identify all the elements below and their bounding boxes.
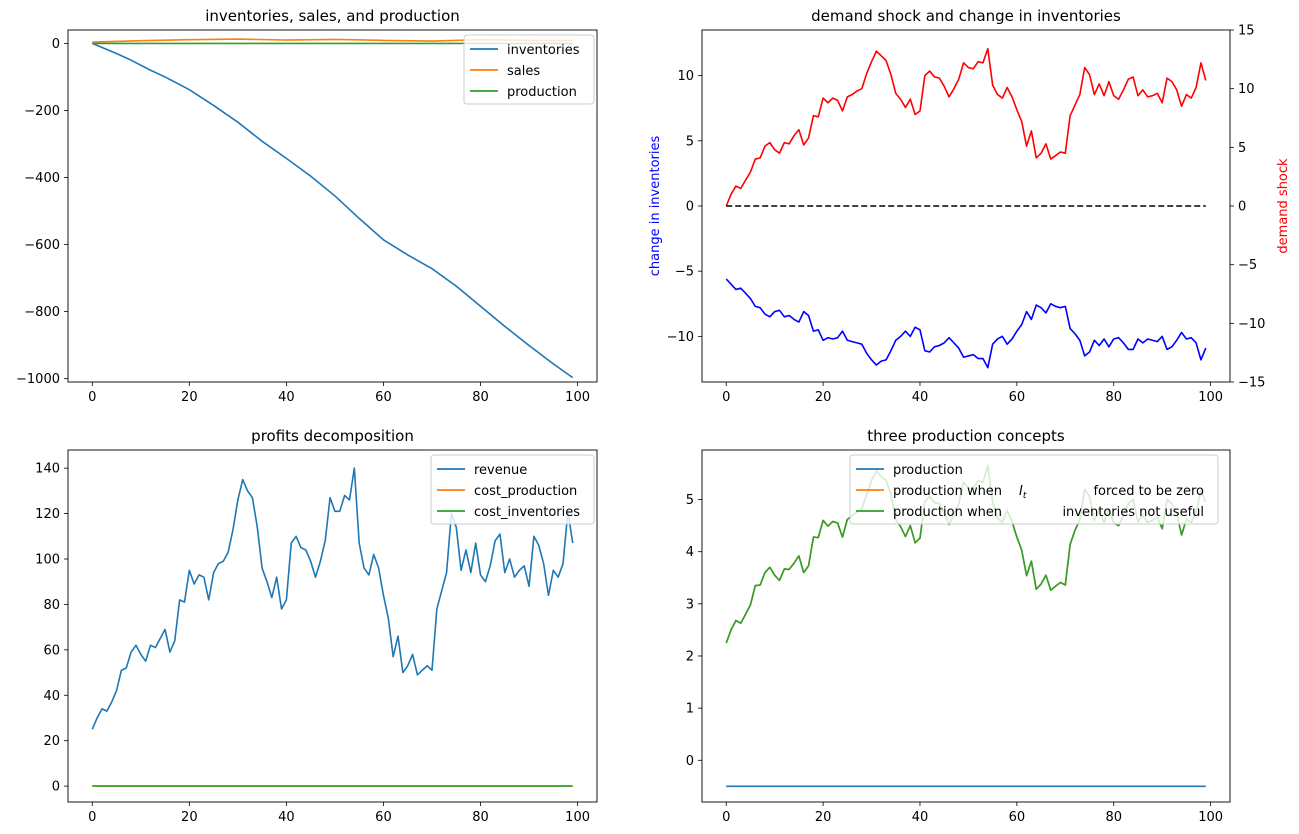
legend-box <box>849 454 1219 525</box>
x-tick-label: 60 <box>375 390 392 405</box>
y-tick-label: 3 <box>686 597 694 612</box>
y-tick-label: −400 <box>24 171 60 186</box>
x-tick-label: 0 <box>88 810 96 825</box>
x-tick-label: 100 <box>565 390 590 405</box>
x-tick-label: 20 <box>181 810 198 825</box>
series-line-1-1 <box>725 278 1207 369</box>
legend-label: production <box>507 85 577 100</box>
legend-label-suffix: forced to be zero <box>1093 484 1204 499</box>
x-tick-label: 60 <box>1009 810 1026 825</box>
x-tick-label: 100 <box>1198 390 1223 405</box>
y-tick-label: 100 <box>35 553 60 568</box>
chart-title: inventories, sales, and production <box>205 7 460 25</box>
y-tick-label: −200 <box>24 104 60 119</box>
subplot-1: inventories, sales, and production 0 20 40 6… <box>16 7 598 405</box>
x-tick-label: 40 <box>278 390 295 405</box>
y-axis-label: change in inventories <box>648 136 663 277</box>
y-tick-label: 0 <box>686 200 694 215</box>
y-right-tick-label: 5 <box>1238 141 1246 156</box>
y-tick-label: 40 <box>43 689 60 704</box>
x-tick-label: 60 <box>1009 390 1026 405</box>
y-right-tick-label: 15 <box>1238 24 1255 39</box>
legend: inventories sales production <box>463 34 595 105</box>
x-tick-label: 80 <box>1105 810 1122 825</box>
axes-frame <box>701 449 1231 803</box>
axes-frame <box>701 29 1231 383</box>
legend-box <box>463 34 595 105</box>
series-line-revenue <box>91 467 574 730</box>
legend-label: production <box>893 463 963 478</box>
series-line-1-0 <box>725 47 1207 207</box>
subplot-4: three production concepts 0 20 40 60 80 100 0 1 2… <box>686 427 1231 825</box>
y-right-tick-label: −5 <box>1238 258 1257 273</box>
y-tick-label: −1000 <box>16 372 60 387</box>
legend-label: cost_inventories <box>474 505 580 520</box>
y-tick-label: 0 <box>686 754 694 769</box>
y-right-tick-label: 0 <box>1238 200 1246 215</box>
x-tick-label: 80 <box>472 390 489 405</box>
x-tick-label: 20 <box>181 390 198 405</box>
legend: production production when It forced to be … <box>849 454 1219 525</box>
x-tick-label: 20 <box>815 810 832 825</box>
subplot-2: demand shock and change in inventories 0 2… <box>648 7 1291 405</box>
y-right-tick-label: −15 <box>1238 376 1265 391</box>
x-tick-label: 80 <box>1105 390 1122 405</box>
chart-title: three production concepts <box>867 427 1065 445</box>
y-right-tick-label: 10 <box>1238 82 1255 97</box>
legend: revenue cost_production cost_inventories <box>430 454 595 525</box>
x-tick-label: 40 <box>278 810 295 825</box>
y-tick-label: 5 <box>686 134 694 149</box>
x-tick-label: 40 <box>912 810 929 825</box>
legend-label-suffix: inventories not useful <box>1062 505 1204 520</box>
chart-title: demand shock and change in inventories <box>811 7 1121 25</box>
x-tick-label: 40 <box>912 390 929 405</box>
y-tick-label: −10 <box>667 330 694 345</box>
y-tick-label: 10 <box>677 69 694 84</box>
legend-label: sales <box>507 64 540 79</box>
x-tick-label: 0 <box>722 390 730 405</box>
chart-title: profits decomposition <box>251 427 414 445</box>
x-tick-label: 100 <box>1198 810 1223 825</box>
y-tick-label: −5 <box>675 265 694 280</box>
x-tick-label: 100 <box>565 810 590 825</box>
x-tick-label: 0 <box>88 390 96 405</box>
plot-area <box>725 47 1207 369</box>
y-tick-label: 80 <box>43 598 60 613</box>
y-tick-label: −800 <box>24 305 60 320</box>
y-tick-label: 20 <box>43 734 60 749</box>
y-tick-label: 1 <box>686 702 694 717</box>
legend-label: revenue <box>474 463 527 478</box>
legend-label: production when <box>893 505 1002 520</box>
x-tick-label: 0 <box>722 810 730 825</box>
x-tick-label: 60 <box>375 810 392 825</box>
series-line-inventories <box>91 42 574 379</box>
x-tick-label: 80 <box>472 810 489 825</box>
y-tick-label: 120 <box>35 507 60 522</box>
y-tick-label: 2 <box>686 649 694 664</box>
y-tick-label: 0 <box>52 37 60 52</box>
legend-label: cost_production <box>474 484 577 499</box>
legend-label: production when <box>893 484 1002 499</box>
axes-frame <box>67 449 598 803</box>
y-right-tick-label: −10 <box>1238 317 1265 332</box>
legend-math: It <box>1019 484 1027 501</box>
x-tick-label: 20 <box>815 390 832 405</box>
y-tick-label: 140 <box>35 462 60 477</box>
axes-frame <box>67 29 598 383</box>
plot-area <box>91 467 574 787</box>
legend-label: inventories <box>507 43 580 58</box>
y-tick-label: 4 <box>686 545 694 560</box>
y-tick-label: 60 <box>43 643 60 658</box>
y-tick-label: 5 <box>686 493 694 508</box>
y-tick-label: −600 <box>24 238 60 253</box>
subplot-3: profits decomposition 0 20 40 60 80 100 0 20 40 60… <box>35 427 598 825</box>
y-right-axis-label: demand shock <box>1276 158 1291 254</box>
y-tick-label: 0 <box>52 780 60 795</box>
legend-box <box>430 454 595 525</box>
